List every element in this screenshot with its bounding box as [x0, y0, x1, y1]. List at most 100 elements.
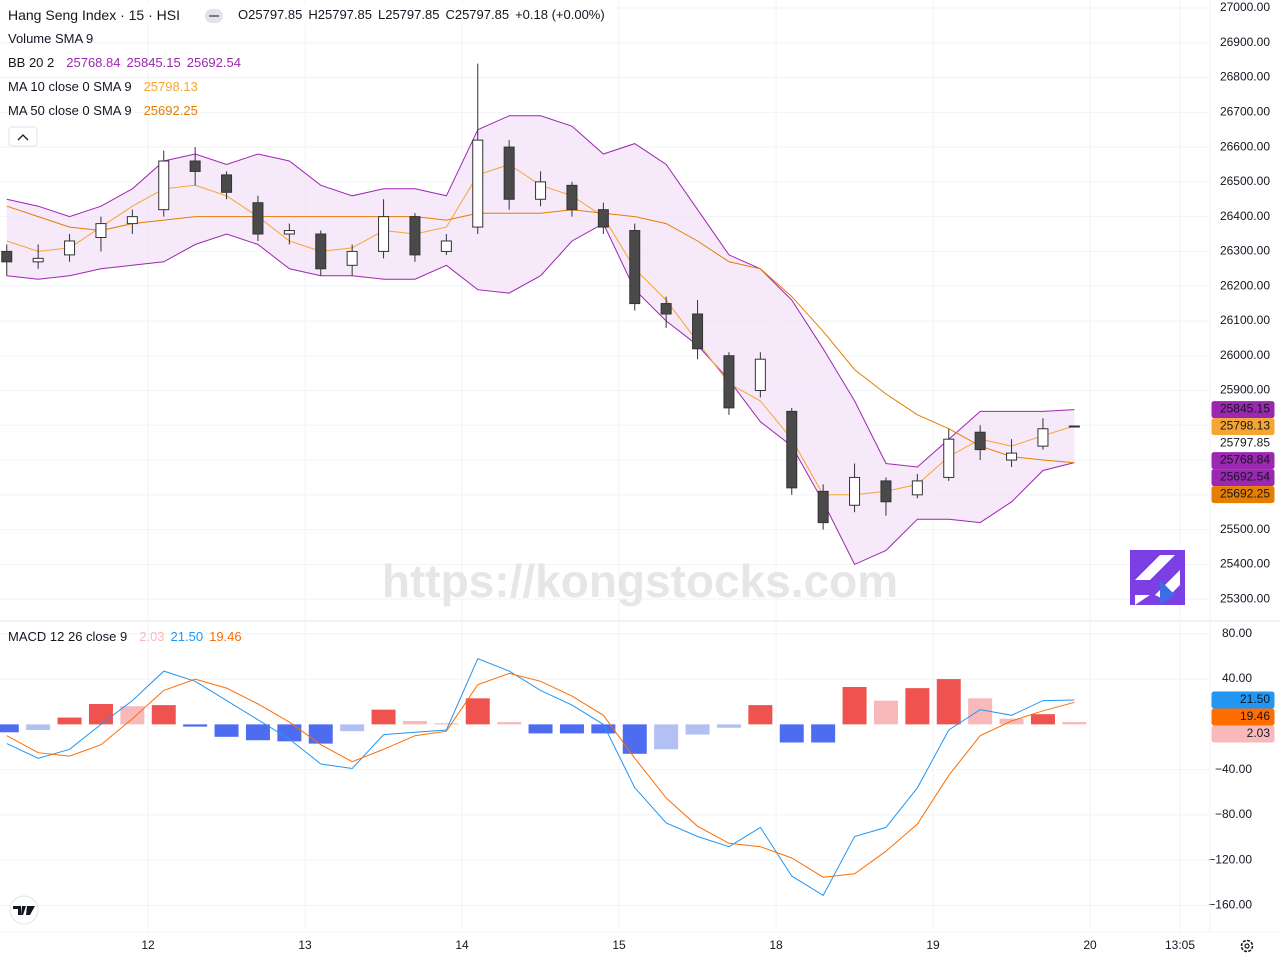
candle-body [723, 355, 735, 409]
candle-body [692, 313, 704, 350]
legend-value: 19.46 [209, 629, 242, 644]
histogram-bar [591, 724, 616, 734]
ohlc-label: C [445, 7, 454, 22]
candle-body [911, 480, 923, 496]
x-tick-label: 14 [455, 938, 469, 952]
candle-body [597, 209, 609, 228]
legend-value: 21.50 [171, 629, 204, 644]
histogram-bar [1030, 714, 1055, 725]
histogram-bar [245, 724, 270, 741]
x-tick-label: 18 [769, 938, 783, 952]
candle-body [409, 216, 421, 256]
candle-body [126, 216, 138, 225]
y-tick-label: 26400.00 [1220, 209, 1270, 223]
candle-body [1037, 428, 1049, 447]
histogram-bar [873, 700, 898, 725]
legend-text: Volume SMA 9 [8, 31, 93, 46]
histogram-bar [277, 724, 302, 742]
histogram-bar [183, 724, 208, 727]
chart-title: Hang Seng Index · 15 · HSI [8, 7, 180, 23]
tv-logo [13, 906, 35, 915]
ohlc-label: L [378, 7, 385, 22]
brand-logo-mark [1160, 580, 1175, 605]
candle-body [221, 174, 233, 193]
y-tick-label: 26800.00 [1220, 70, 1270, 84]
histogram-bar [685, 724, 710, 735]
histogram-bar [308, 724, 333, 744]
y-tick-label: 26300.00 [1220, 244, 1270, 258]
histogram-bar [622, 724, 647, 754]
histogram-bar [528, 724, 553, 734]
candle-body [95, 223, 107, 238]
y-tick-label: 26200.00 [1220, 278, 1270, 292]
candle-body [880, 480, 892, 503]
histogram-bar [559, 724, 584, 734]
bb-upper [6, 115, 1075, 468]
legend-value: 25798.13 [144, 79, 198, 94]
price-badge-label: 25692.25 [1220, 487, 1270, 501]
legend-backdrop [4, 4, 614, 26]
collapse-chevron [17, 134, 29, 141]
candle-body [1, 250, 13, 263]
candle-body [252, 202, 264, 235]
indicator-name: MA 50 close 0 SMA 9 [8, 103, 132, 118]
x-tick-label: 13 [298, 938, 312, 952]
legend-value: 25768.84 [66, 55, 120, 70]
legend-text: BB 20 2 25768.84 25845.15 25692.54 [8, 55, 241, 70]
histogram-bar [497, 722, 522, 725]
legend-value: 25692.54 [187, 55, 241, 70]
settings-gear[interactable] [1240, 939, 1254, 953]
histogram-bar [26, 724, 51, 731]
price-badge [1211, 401, 1275, 419]
candle-body [535, 181, 547, 200]
histogram-bar [57, 717, 82, 725]
price-badge [1211, 486, 1275, 504]
candle-body [283, 230, 295, 235]
ohlc-value: 25797.85 [318, 7, 372, 22]
candle-body [64, 240, 76, 256]
candle-body [503, 146, 515, 200]
histogram-bar [1062, 722, 1087, 725]
candle-body [817, 490, 829, 524]
price-badge [1211, 469, 1275, 487]
histogram-bar [151, 705, 176, 725]
ohlc-value: 25797.85 [455, 7, 509, 22]
y-tick-label: 25500.00 [1220, 522, 1270, 536]
x-tick-label: 12 [141, 938, 155, 952]
collapse-button[interactable] [8, 126, 38, 147]
bb-lower [6, 222, 1075, 566]
price-badge-label: 25798.13 [1220, 419, 1270, 433]
candle-body [786, 410, 798, 489]
histogram-bar [748, 705, 773, 725]
candle-body [629, 230, 641, 305]
indicator-name: MA 10 close 0 SMA 9 [8, 79, 132, 94]
price-badge-label: 25768.84 [1220, 453, 1270, 467]
y-tick-label: 25900.00 [1220, 383, 1270, 397]
price-badge [1211, 418, 1275, 436]
histogram-bar [811, 724, 836, 743]
candle-body [1006, 452, 1018, 461]
y-tick-label: 26600.00 [1220, 139, 1270, 153]
candle-body [472, 139, 484, 228]
y-tick-label: 26700.00 [1220, 104, 1270, 118]
candle-body [566, 184, 578, 211]
candle-body [346, 250, 358, 266]
histogram-bar [465, 698, 490, 725]
macd-line [6, 658, 1075, 897]
candle-body [440, 240, 452, 252]
histogram-bar [0, 724, 19, 733]
price-badge [1211, 725, 1275, 743]
histogram-bar [402, 720, 427, 725]
price-badge [1211, 691, 1275, 709]
y-tick-label: 40.00 [1222, 671, 1252, 685]
y-tick-label: 26000.00 [1220, 348, 1270, 362]
candle-body [754, 358, 766, 391]
candle-body [32, 257, 44, 263]
price-badge-label: 2.03 [1247, 726, 1271, 740]
x-tick-label: 20 [1083, 938, 1097, 952]
indicator-name: MACD 12 26 close 9 [8, 629, 127, 644]
y-tick-label: 26900.00 [1220, 35, 1270, 49]
y-tick-label: 26100.00 [1220, 313, 1270, 327]
candle-body [189, 160, 201, 172]
